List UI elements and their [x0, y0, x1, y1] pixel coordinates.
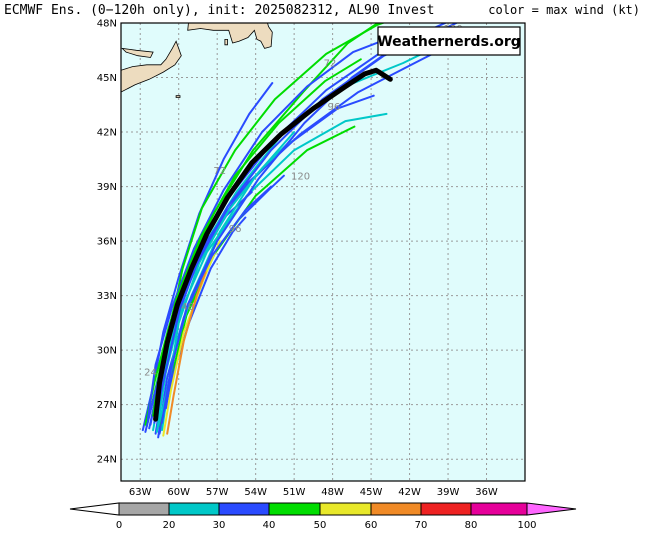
graticule — [121, 22, 525, 481]
latitude-tick-label: 48N — [97, 19, 117, 30]
forecast-hour-label: 72 — [324, 59, 337, 70]
colorbar-segment — [218, 502, 270, 516]
colorbar-segment — [268, 502, 321, 516]
forecast-hour-label: 96 — [229, 224, 242, 235]
land-sable-island — [175, 95, 181, 98]
colorbar-tick-label: 100 — [517, 520, 536, 531]
colorbar-segment — [319, 502, 372, 516]
latitude-tick-label: 45N — [97, 73, 117, 84]
latitude-tick-label: 33N — [97, 291, 117, 302]
colorbar-low-arrow — [69, 502, 120, 516]
longitude-tick-label: 54W — [244, 487, 267, 498]
latitude-labels: 24N 27N 30N 33N 36N 39N 42N 45N 48N — [97, 19, 117, 466]
forecast-hour-label: 96 — [328, 102, 341, 113]
land-nova-scotia — [121, 40, 182, 93]
latitude-tick-label: 42N — [97, 128, 117, 139]
longitude-tick-label: 48W — [321, 487, 344, 498]
longitude-tick-label: 42W — [398, 487, 421, 498]
land-newfoundland — [187, 23, 273, 49]
colorbar-segment — [168, 502, 220, 516]
longitude-tick-label: 39W — [437, 487, 460, 498]
colorbar-segment — [370, 502, 422, 516]
longitude-tick-label: 57W — [206, 487, 229, 498]
land-anticosti — [121, 0, 156, 1]
color-key-caption: color = max wind (kt) — [488, 3, 640, 17]
track-layer — [141, 23, 462, 439]
longitude-tick-label: 45W — [360, 487, 383, 498]
forecast-hour-label: 120 — [291, 171, 310, 182]
forecast-hour-label: 24 — [144, 368, 157, 379]
colorbar-tick-label: 40 — [263, 520, 276, 531]
colorbar-tick-label: 20 — [163, 520, 176, 531]
colorbar-tick-label: 30 — [213, 520, 226, 531]
ensemble-track — [153, 38, 462, 424]
colorbar-tick-label: 80 — [465, 520, 478, 531]
longitude-tick-label: 60W — [167, 487, 190, 498]
land-pei — [121, 47, 154, 58]
ensemble-track — [166, 271, 207, 435]
ocean-area — [121, 23, 525, 481]
ensemble-mean-track — [153, 67, 393, 422]
colorbar-tick-label: 60 — [365, 520, 378, 531]
watermark-text: Weathernerds.org — [377, 34, 521, 50]
latitude-tick-label: 39N — [97, 182, 117, 193]
latitude-tick-label: 30N — [97, 346, 117, 357]
colorbar-segment — [420, 502, 472, 516]
longitude-labels: 63W 60W 57W 54W 51W 48W 45W 42W 39W 36W — [129, 487, 498, 498]
latitude-tick-label: 27N — [97, 400, 117, 411]
latitude-tick-label: 36N — [97, 237, 117, 248]
colorbar-high-arrow — [526, 502, 577, 516]
longitude-tick-label: 51W — [283, 487, 306, 498]
ensemble-track — [162, 240, 221, 437]
longitude-tick-label: 36W — [475, 487, 498, 498]
colorbar-segment — [118, 502, 170, 516]
forecast-hour-label: 48 — [181, 302, 194, 313]
land-layer — [121, 0, 273, 98]
ensemble-track — [161, 43, 421, 424]
colorbar: 0 20 30 40 50 60 70 80 100 — [69, 502, 577, 531]
watermark-box: Weathernerds.org — [377, 26, 521, 56]
longitude-tick-label: 63W — [129, 487, 152, 498]
forecast-hour-label: 72 — [213, 166, 226, 177]
colorbar-segment — [470, 502, 528, 516]
latitude-tick-label: 24N — [97, 455, 117, 466]
land-st-pierre — [224, 39, 228, 46]
colorbar-tick-label: 50 — [314, 520, 327, 531]
map-title: ECMWF Ens. (0−120h only), init: 20250823… — [4, 3, 435, 18]
colorbar-tick-label: 0 — [116, 520, 122, 531]
colorbar-tick-label: 70 — [415, 520, 428, 531]
ensemble-track — [146, 29, 411, 421]
map-frame — [120, 22, 526, 482]
